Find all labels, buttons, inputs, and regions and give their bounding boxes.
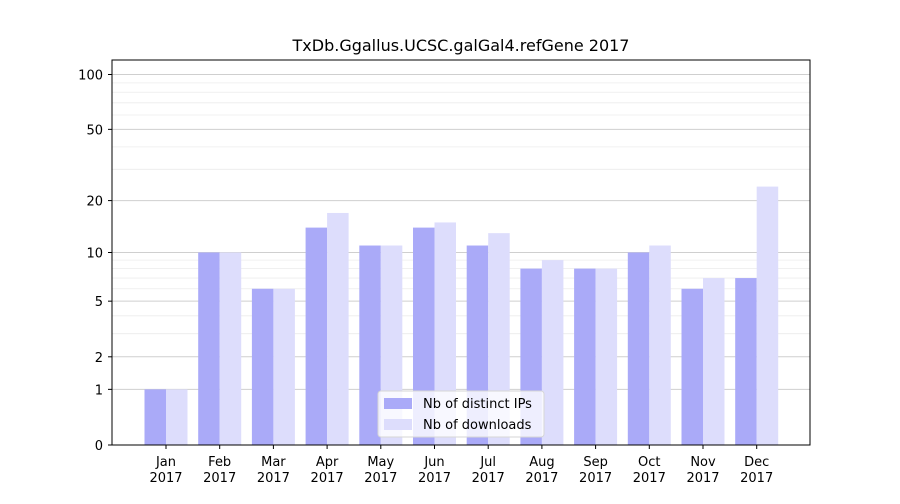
- x-tick-label-month: May: [367, 455, 394, 470]
- x-tick-label-month: Aug: [529, 455, 554, 470]
- bar-downloads: [756, 186, 779, 445]
- x-tick-label-month: Feb: [208, 455, 231, 470]
- y-tick-label: 50: [86, 123, 103, 138]
- y-tick-label: 100: [78, 69, 103, 84]
- bar-downloads: [541, 260, 564, 445]
- bar-distinct-ips: [144, 389, 166, 445]
- legend-swatch: [384, 419, 412, 430]
- bar-downloads: [595, 268, 618, 445]
- bar-downloads: [434, 222, 456, 445]
- bar-downloads: [273, 288, 295, 445]
- x-tick-label-year: 2017: [311, 471, 344, 486]
- bar-downloads: [703, 278, 725, 445]
- x-tick-label-year: 2017: [257, 471, 290, 486]
- bar-distinct-ips: [359, 245, 381, 445]
- x-tick-label-month: Oct: [638, 455, 660, 470]
- x-tick-label-year: 2017: [418, 471, 451, 486]
- legend: Nb of distinct IPs Nb of downloads: [377, 390, 545, 438]
- legend-swatch: [384, 398, 412, 409]
- y-tick-label: 1: [95, 383, 103, 398]
- x-tick-label-month: Jun: [423, 455, 444, 470]
- bars: [144, 186, 779, 445]
- x-tick-label-month: Mar: [261, 455, 286, 470]
- bar-downloads: [649, 245, 671, 445]
- x-axis: Jan2017Feb2017Mar2017Apr2017May2017Jun20…: [149, 445, 773, 486]
- bar-distinct-ips: [627, 252, 650, 445]
- bar-distinct-ips: [305, 227, 328, 445]
- bar-downloads: [327, 212, 349, 445]
- x-tick-label-year: 2017: [149, 471, 182, 486]
- x-tick-label-year: 2017: [525, 471, 558, 486]
- y-axis: 0 1 2 5 10 20 50 100: [78, 69, 112, 454]
- x-tick-label-year: 2017: [740, 471, 773, 486]
- x-tick-label-month: Jul: [479, 455, 496, 470]
- legend-label: Nb of downloads: [423, 418, 532, 433]
- bar-distinct-ips: [574, 268, 596, 445]
- bar-distinct-ips: [198, 252, 220, 445]
- bar-downloads: [219, 252, 242, 445]
- y-tick-label: 5: [95, 295, 103, 310]
- bar-downloads: [166, 389, 188, 445]
- legend-label: Nb of distinct IPs: [423, 397, 532, 412]
- x-tick-label-month: Nov: [690, 455, 716, 470]
- x-tick-label-year: 2017: [579, 471, 612, 486]
- x-tick-label-month: Sep: [583, 455, 608, 470]
- y-tick-label: 20: [86, 195, 103, 210]
- bar-distinct-ips: [681, 288, 703, 445]
- x-tick-label-month: Jan: [155, 455, 176, 470]
- legend-box: [377, 390, 545, 438]
- y-tick-label: 0: [95, 439, 103, 454]
- bar-distinct-ips: [735, 278, 757, 445]
- x-tick-label-year: 2017: [472, 471, 505, 486]
- bar-distinct-ips: [251, 288, 274, 445]
- y-tick-label: 10: [86, 247, 103, 262]
- y-tick-label: 2: [95, 351, 103, 366]
- x-tick-label-year: 2017: [364, 471, 397, 486]
- chart-title: TxDb.Ggallus.UCSC.galGal4.refGene 2017: [292, 36, 630, 55]
- x-tick-label-year: 2017: [203, 471, 236, 486]
- x-tick-label-year: 2017: [686, 471, 719, 486]
- x-tick-label-month: Dec: [744, 455, 769, 470]
- x-tick-label-month: Apr: [316, 455, 339, 470]
- x-tick-label-year: 2017: [633, 471, 666, 486]
